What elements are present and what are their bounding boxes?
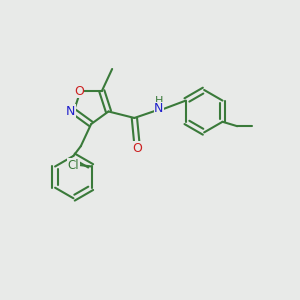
- Text: H: H: [154, 97, 163, 106]
- Text: O: O: [132, 142, 142, 155]
- Text: N: N: [154, 102, 164, 115]
- Text: N: N: [65, 105, 75, 118]
- Text: Cl: Cl: [68, 158, 79, 172]
- Text: O: O: [74, 85, 84, 98]
